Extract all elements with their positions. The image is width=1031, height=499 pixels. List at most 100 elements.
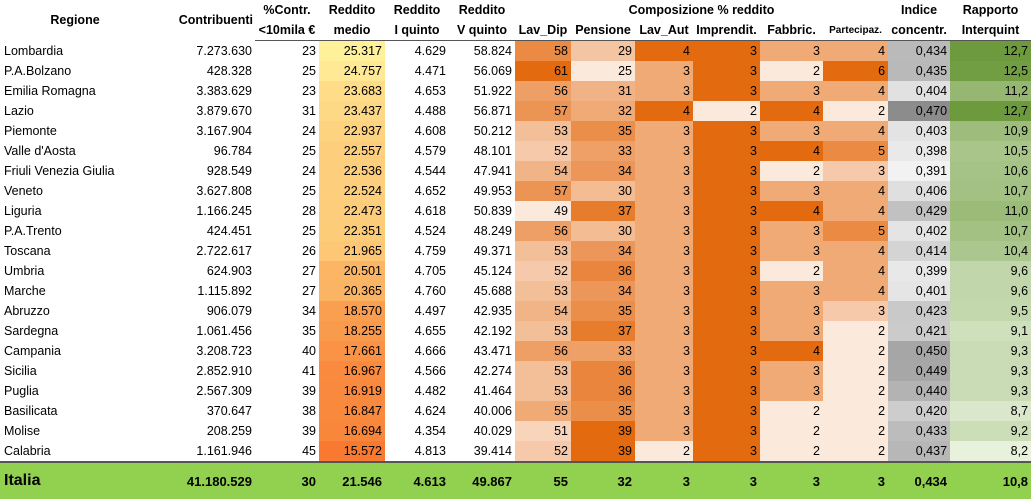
partecipaz-cell: 2 xyxy=(823,421,888,441)
fabbric-cell: 3 xyxy=(760,81,823,101)
pensione-cell: 37 xyxy=(571,321,635,341)
imprendit-cell: 3 xyxy=(693,341,760,361)
partecipaz-cell: 4 xyxy=(823,201,888,221)
lav-dip-cell: 56 xyxy=(515,81,571,101)
lav-dip-cell: 56 xyxy=(515,341,571,361)
rapporto-cell: 12,7 xyxy=(950,41,1031,62)
rapporto-cell: 11,2 xyxy=(950,81,1031,101)
lav-aut-cell: 3 xyxy=(635,161,693,181)
header-indice-top: Indice xyxy=(888,0,950,20)
contribuenti-cell: 370.647 xyxy=(150,401,255,421)
partecipaz-cell: 4 xyxy=(823,121,888,141)
indice-cell: 0,429 xyxy=(888,201,950,221)
reddito-v-cell: 50.212 xyxy=(449,121,515,141)
indice-cell: 0,433 xyxy=(888,421,950,441)
reddito-i-cell: 4.813 xyxy=(385,441,449,462)
imprendit-cell: 3 xyxy=(693,141,760,161)
imprendit-cell: 3 xyxy=(693,441,760,462)
contr-cell: 25 xyxy=(255,141,319,161)
reddito-i-cell: 4.482 xyxy=(385,381,449,401)
header-lav-dip: Lav_Dip xyxy=(515,20,571,41)
fabbric-cell: 3 xyxy=(760,41,823,62)
contribuenti-cell: 3.208.723 xyxy=(150,341,255,361)
fabbric-cell: 3 xyxy=(760,241,823,261)
reddito-medio-cell: 21.965 xyxy=(319,241,385,261)
reddito-v-cell: 45.124 xyxy=(449,261,515,281)
fabbric-cell: 3 xyxy=(760,121,823,141)
contribuenti-cell: 1.166.245 xyxy=(150,201,255,221)
lav-aut-cell: 3 xyxy=(635,281,693,301)
total-contr-cell: 30 xyxy=(255,462,319,499)
lav-aut-cell: 3 xyxy=(635,81,693,101)
reddito-i-cell: 4.524 xyxy=(385,221,449,241)
imprendit-cell: 3 xyxy=(693,421,760,441)
header-reddito-medio-top: Reddito xyxy=(319,0,385,20)
contr-cell: 38 xyxy=(255,401,319,421)
lav-dip-cell: 57 xyxy=(515,101,571,121)
total-contribuenti-cell: 41.180.529 xyxy=(150,462,255,499)
region-cell: Toscana xyxy=(0,241,150,261)
region-cell: P.A.Bolzano xyxy=(0,61,150,81)
indice-cell: 0,403 xyxy=(888,121,950,141)
region-cell: Lombardia xyxy=(0,41,150,62)
header-reddito-v-top: Reddito xyxy=(449,0,515,20)
header-reddito-i-bottom: I quinto xyxy=(385,20,449,41)
contribuenti-cell: 428.328 xyxy=(150,61,255,81)
lav-aut-cell: 4 xyxy=(635,101,693,121)
region-cell: Sardegna xyxy=(0,321,150,341)
contr-cell: 34 xyxy=(255,301,319,321)
lav-aut-cell: 3 xyxy=(635,61,693,81)
contribuenti-cell: 1.115.892 xyxy=(150,281,255,301)
imprendit-cell: 3 xyxy=(693,81,760,101)
fabbric-cell: 4 xyxy=(760,201,823,221)
reddito-v-cell: 56.069 xyxy=(449,61,515,81)
total-rapporto-cell: 10,8 xyxy=(950,462,1031,499)
lav-dip-cell: 53 xyxy=(515,321,571,341)
reddito-i-cell: 4.624 xyxy=(385,401,449,421)
partecipaz-cell: 4 xyxy=(823,181,888,201)
rapporto-cell: 10,6 xyxy=(950,161,1031,181)
lav-dip-cell: 52 xyxy=(515,441,571,462)
contr-cell: 35 xyxy=(255,321,319,341)
reddito-v-cell: 43.471 xyxy=(449,341,515,361)
imprendit-cell: 3 xyxy=(693,41,760,62)
lav-aut-cell: 3 xyxy=(635,201,693,221)
region-cell: Calabria xyxy=(0,441,150,462)
imprendit-cell: 3 xyxy=(693,321,760,341)
contr-cell: 40 xyxy=(255,341,319,361)
contr-cell: 24 xyxy=(255,121,319,141)
rapporto-cell: 10,5 xyxy=(950,141,1031,161)
contribuenti-cell: 3.383.629 xyxy=(150,81,255,101)
reddito-medio-cell: 18.255 xyxy=(319,321,385,341)
total-reddito-medio-cell: 21.546 xyxy=(319,462,385,499)
partecipaz-cell: 2 xyxy=(823,401,888,421)
pensione-cell: 37 xyxy=(571,201,635,221)
lav-dip-cell: 53 xyxy=(515,121,571,141)
lav-aut-cell: 3 xyxy=(635,321,693,341)
contribuenti-cell: 96.784 xyxy=(150,141,255,161)
header-regione: Regione xyxy=(0,0,150,41)
indice-cell: 0,402 xyxy=(888,221,950,241)
reddito-v-cell: 47.941 xyxy=(449,161,515,181)
contr-cell: 27 xyxy=(255,261,319,281)
reddito-medio-cell: 22.557 xyxy=(319,141,385,161)
partecipaz-cell: 2 xyxy=(823,441,888,462)
reddito-v-cell: 50.839 xyxy=(449,201,515,221)
rapporto-cell: 10,4 xyxy=(950,241,1031,261)
pensione-cell: 39 xyxy=(571,441,635,462)
header-lav-aut: Lav_Aut xyxy=(635,20,693,41)
indice-cell: 0,423 xyxy=(888,301,950,321)
contr-cell: 23 xyxy=(255,81,319,101)
contribuenti-cell: 208.259 xyxy=(150,421,255,441)
pensione-cell: 36 xyxy=(571,381,635,401)
fabbric-cell: 2 xyxy=(760,441,823,462)
